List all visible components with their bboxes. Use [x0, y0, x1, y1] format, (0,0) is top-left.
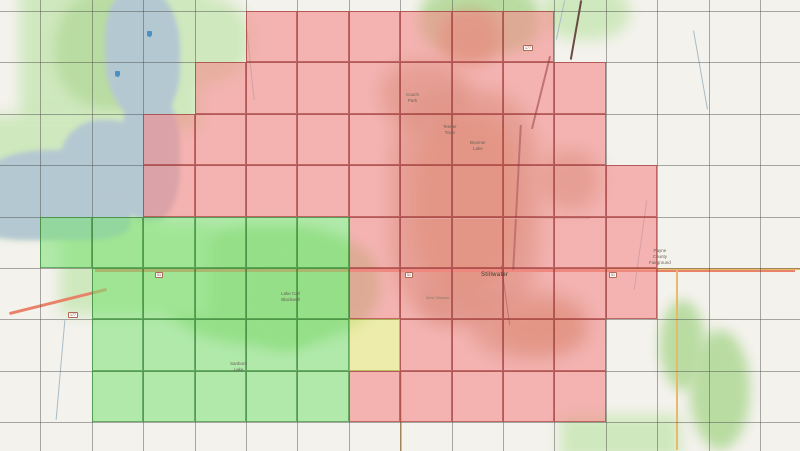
grid-cell-high[interactable]	[554, 165, 606, 217]
grid-cell-low[interactable]	[297, 370, 349, 423]
grid-cell-high[interactable]	[246, 113, 298, 166]
grid-cell-high[interactable]	[348, 11, 401, 63]
grid-cell-high[interactable]	[194, 62, 246, 114]
grid-cell-high[interactable]	[297, 165, 349, 217]
grid-cell-high[interactable]	[297, 11, 349, 63]
grid-cell-high[interactable]	[348, 268, 401, 320]
grid-cell-low[interactable]	[194, 216, 246, 268]
grid-cell-low[interactable]	[297, 216, 349, 268]
shield-us-177-b: 177	[523, 45, 533, 52]
grid-cell-high[interactable]	[451, 11, 503, 63]
graticule-vertical	[708, 0, 710, 451]
grid-cell-low[interactable]	[91, 268, 144, 320]
grid-cell-low[interactable]	[91, 216, 144, 268]
grid-cell-low[interactable]	[246, 319, 298, 371]
grid-cell-low[interactable]	[143, 370, 195, 423]
grid-cell-low[interactable]	[91, 370, 144, 423]
grid-cell-high[interactable]	[451, 216, 503, 268]
grid-cell-high[interactable]	[503, 11, 555, 63]
grid-cell-high[interactable]	[348, 62, 401, 114]
grid-cell-high[interactable]	[246, 62, 298, 114]
grid-cell-high[interactable]	[400, 319, 452, 371]
grid-cell-high[interactable]	[451, 62, 503, 114]
grid-cell-low[interactable]	[143, 319, 195, 371]
grid-cell-low[interactable]	[194, 319, 246, 371]
grid-cell-low[interactable]	[297, 319, 349, 371]
shield-sh-51-b: 51	[405, 272, 413, 279]
grid-cell-high[interactable]	[348, 113, 401, 166]
grid-cell-low[interactable]	[297, 268, 349, 320]
road-yellow-vert	[676, 270, 678, 450]
grid-cell-low[interactable]	[194, 268, 246, 320]
grid-cell-high[interactable]	[297, 62, 349, 114]
grid-cell-high[interactable]	[451, 319, 503, 371]
grid-cell-high[interactable]	[143, 113, 195, 166]
grid-cell-high[interactable]	[246, 165, 298, 217]
grid-cell-high[interactable]	[451, 268, 503, 320]
graticule-horizontal	[0, 422, 800, 424]
vegetation-patch	[540, 0, 630, 40]
grid-cell-high[interactable]	[400, 165, 452, 217]
grid-cell-high[interactable]	[605, 216, 658, 268]
grid-cell-high[interactable]	[246, 11, 298, 63]
grid-cell-high[interactable]	[400, 216, 452, 268]
grid-cell-high[interactable]	[503, 165, 555, 217]
grid-cell-high[interactable]	[143, 165, 195, 217]
grid-cell-low[interactable]	[246, 268, 298, 320]
grid-cell-high[interactable]	[194, 113, 246, 166]
grid-cell-high[interactable]	[503, 216, 555, 268]
grid-cell-high[interactable]	[554, 370, 606, 423]
grid-cell-high[interactable]	[503, 268, 555, 320]
grid-cell-high[interactable]	[451, 370, 503, 423]
grid-cell-high[interactable]	[554, 319, 606, 371]
vegetation-patch	[660, 300, 705, 390]
grid-cell-medium[interactable]	[348, 319, 401, 371]
poi-marker[interactable]	[115, 71, 120, 77]
graticule-vertical	[657, 0, 659, 451]
grid-cell-low[interactable]	[246, 370, 298, 423]
grid-cell-high[interactable]	[451, 165, 503, 217]
grid-cell-high[interactable]	[297, 113, 349, 166]
grid-cell-low[interactable]	[194, 370, 246, 423]
shield-us-177-a: 177	[68, 312, 78, 319]
grid-cell-high[interactable]	[554, 113, 606, 166]
grid-cell-high[interactable]	[554, 62, 606, 114]
shield-sh-51-a: 51	[155, 272, 163, 279]
grid-cell-low[interactable]	[40, 216, 92, 268]
grid-cell-high[interactable]	[400, 370, 452, 423]
grid-cell-high[interactable]	[554, 268, 606, 320]
grid-cell-high[interactable]	[503, 113, 555, 166]
grid-cell-high[interactable]	[400, 113, 452, 166]
grid-cell-high[interactable]	[400, 11, 452, 63]
grid-cell-high[interactable]	[348, 216, 401, 268]
grid-cell-high[interactable]	[503, 62, 555, 114]
grid-cell-low[interactable]	[143, 216, 195, 268]
grid-cell-high[interactable]	[400, 62, 452, 114]
grid-cell-high[interactable]	[605, 165, 658, 217]
grid-cell-low[interactable]	[91, 319, 144, 371]
grid-cell-high[interactable]	[348, 370, 401, 423]
highway-east	[600, 268, 800, 270]
grid-cell-high[interactable]	[503, 319, 555, 371]
grid-cell-low[interactable]	[246, 216, 298, 268]
poi-marker[interactable]	[147, 31, 152, 37]
graticule-vertical	[760, 0, 761, 451]
grid-cell-high[interactable]	[348, 165, 401, 217]
shield-sh-51-c: 51	[609, 272, 617, 279]
grid-cell-high[interactable]	[503, 370, 555, 423]
grid-cell-high[interactable]	[194, 165, 246, 217]
grid-cell-low[interactable]	[143, 268, 195, 320]
grid-cell-high[interactable]	[451, 113, 503, 166]
grid-cell-high[interactable]	[554, 216, 606, 268]
